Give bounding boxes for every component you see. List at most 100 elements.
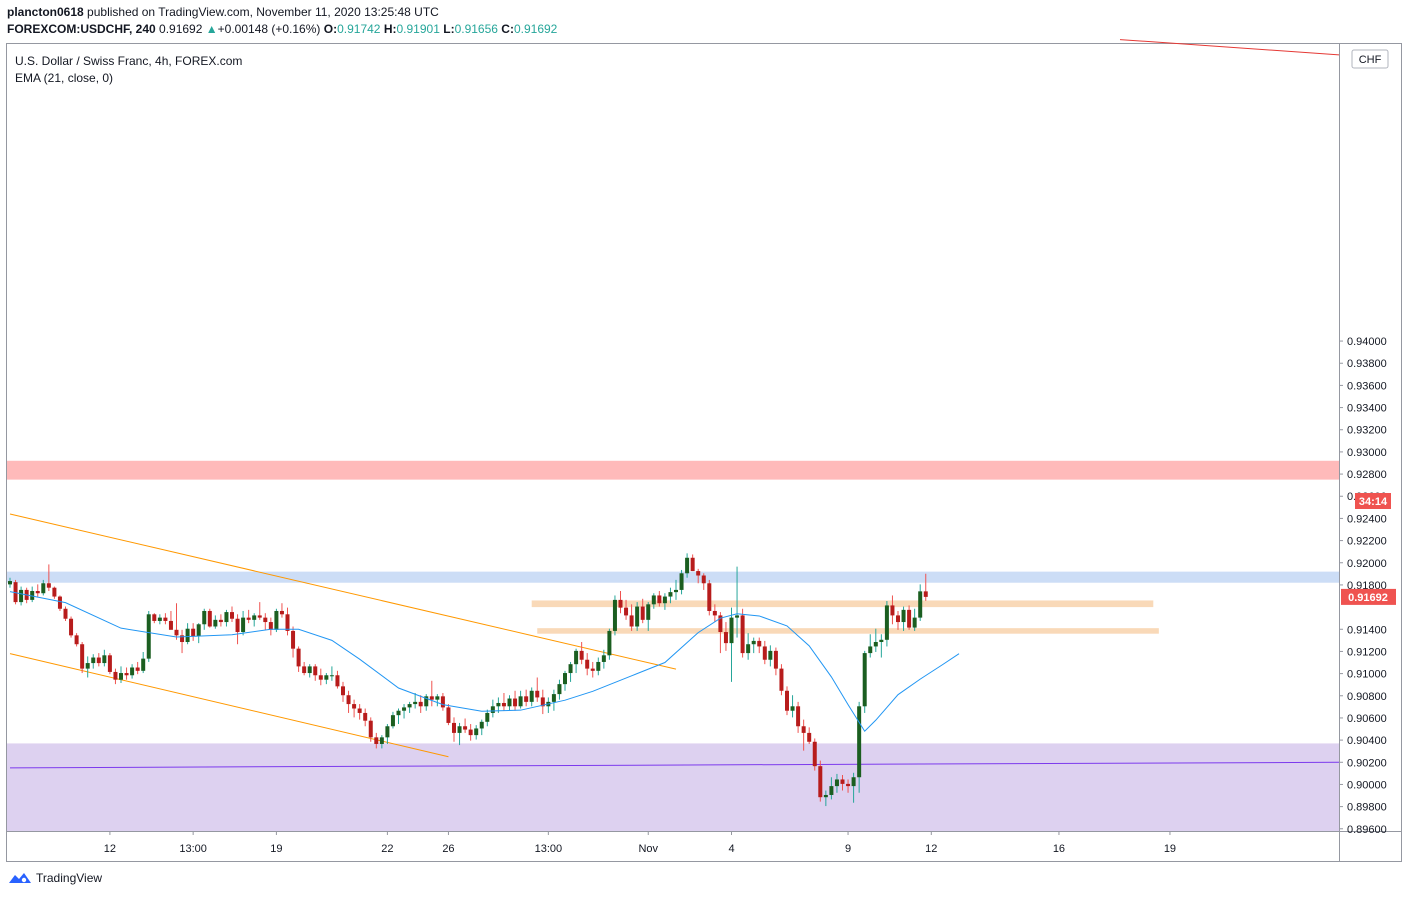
low-value: 0.91656	[454, 22, 498, 36]
candle	[91, 654, 96, 669]
candle-body	[324, 675, 329, 680]
price-tick-label: 0.89600	[1347, 824, 1387, 836]
candle-body	[107, 655, 112, 672]
candle-body	[812, 741, 817, 767]
change-value: +0.00148 (+0.16%)	[217, 22, 321, 36]
candle-body	[490, 706, 495, 713]
price-tick-label: 0.92800	[1347, 469, 1387, 481]
candle-body	[718, 615, 723, 633]
candle	[30, 586, 35, 603]
candle-body	[213, 619, 218, 627]
legend-indicator[interactable]: EMA (21, close, 0)	[15, 71, 114, 85]
trendline-channel-upper	[9, 513, 677, 670]
candle-body	[746, 644, 751, 654]
candle-body	[779, 668, 784, 691]
candle	[202, 608, 207, 630]
candle	[135, 661, 140, 675]
candle-body	[30, 591, 35, 600]
candle-body	[507, 698, 512, 707]
candle-body	[896, 615, 900, 623]
candle	[335, 670, 340, 689]
candle-body	[884, 605, 889, 640]
open-label: O:	[323, 22, 338, 36]
candle	[357, 704, 362, 720]
open-value: 0.91742	[337, 22, 381, 36]
candle-body	[102, 655, 107, 664]
candle	[363, 708, 368, 727]
candle	[785, 686, 789, 716]
candle	[513, 690, 518, 711]
candle-body	[446, 707, 451, 723]
candle-body	[612, 599, 617, 631]
candle-body	[174, 629, 179, 636]
trendline-purple-trendline	[9, 761, 1340, 769]
candle-body	[152, 614, 157, 621]
candle-body	[674, 589, 678, 593]
candle-body	[801, 726, 806, 733]
candle	[46, 564, 51, 592]
brand-footer[interactable]: TradingView	[8, 871, 102, 885]
candle	[546, 697, 551, 713]
candle-body	[834, 779, 839, 787]
time-tick-label: 16	[1053, 843, 1065, 855]
candle	[735, 566, 740, 638]
candle-body	[879, 639, 884, 643]
candle	[490, 699, 495, 718]
candle-body	[701, 575, 706, 584]
legend-title[interactable]: U.S. Dollar / Swiss Franc, 4h, FOREX.com	[15, 54, 243, 68]
candle-body	[180, 635, 185, 643]
tradingview-logo-icon	[9, 873, 31, 883]
close-value: 0.91692	[513, 22, 558, 36]
candle	[851, 772, 856, 803]
candle-body	[235, 618, 240, 633]
candle	[818, 760, 823, 802]
candle	[168, 610, 173, 630]
candle	[696, 568, 701, 584]
price-tick-label: 0.90200	[1347, 757, 1387, 769]
candle	[857, 701, 862, 793]
ema-line	[9, 591, 960, 733]
ohlc-bar: FOREXCOM:USDCHF, 240 0.91692 ▲+0.00148 (…	[7, 22, 557, 36]
candle	[501, 692, 506, 711]
candle-body	[368, 720, 373, 738]
candle	[74, 633, 79, 647]
candle	[762, 640, 767, 665]
candle-body	[424, 696, 429, 707]
candle	[834, 773, 839, 793]
candle	[313, 664, 318, 681]
publisher-name[interactable]: plancton0618	[7, 5, 84, 19]
candle	[485, 709, 490, 727]
candle-body	[440, 696, 445, 708]
candle-body	[13, 582, 18, 603]
price-tick-label: 0.93400	[1347, 403, 1387, 415]
candle-body	[668, 592, 673, 597]
candle-body	[535, 690, 540, 698]
price-tick-label: 0.90600	[1347, 713, 1387, 725]
candle-body	[518, 696, 523, 707]
candle	[41, 579, 46, 596]
candle	[873, 628, 878, 652]
candle	[568, 661, 573, 682]
candle	[779, 664, 784, 696]
candle-body	[396, 710, 401, 716]
candle	[896, 610, 900, 630]
candle	[318, 668, 323, 686]
candle	[740, 608, 745, 658]
time-tick-label: 13:00	[179, 843, 207, 855]
candle-body	[540, 697, 545, 707]
candle	[107, 653, 112, 675]
candle-body	[141, 658, 146, 671]
candle-body	[385, 726, 390, 738]
candle-body	[551, 694, 556, 702]
candle	[729, 607, 734, 682]
candle	[246, 609, 251, 624]
candle	[174, 603, 179, 640]
candle	[402, 704, 407, 719]
candle	[279, 603, 284, 618]
candle-body	[41, 583, 46, 594]
candle-body	[635, 606, 640, 627]
candle	[574, 648, 579, 674]
candle-body	[413, 701, 418, 705]
candle	[884, 600, 889, 647]
